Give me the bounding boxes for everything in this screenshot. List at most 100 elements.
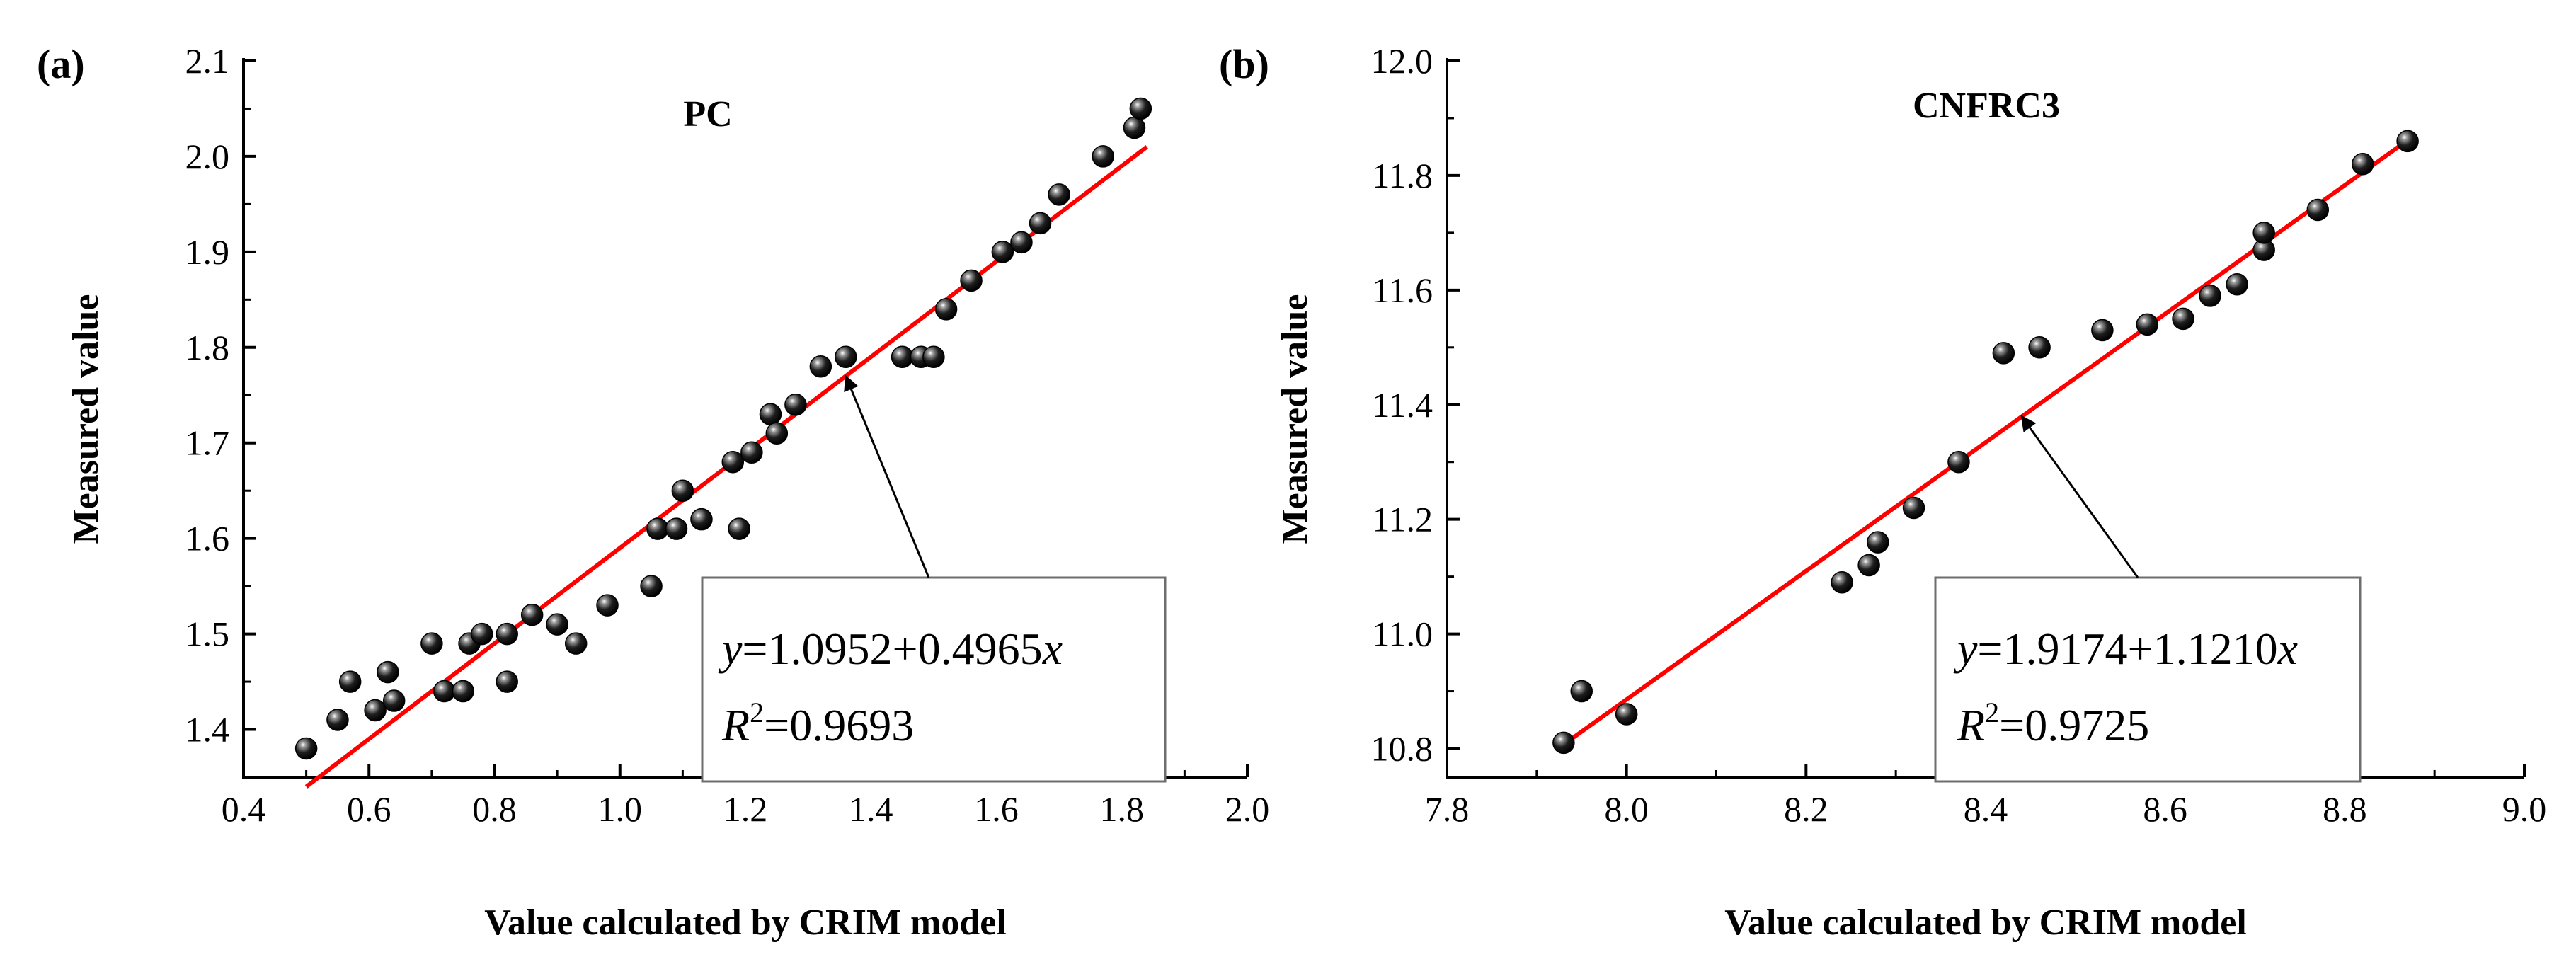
- x-tick-label: 0.8: [472, 789, 517, 829]
- x-tick-label: 0.4: [222, 789, 266, 829]
- equation-box: [701, 576, 1167, 783]
- data-point: [922, 345, 945, 369]
- data-point: [665, 517, 688, 540]
- x-tick-label: 8.8: [2323, 789, 2367, 829]
- x-tick-label: 8.2: [1784, 789, 1828, 829]
- data-point: [646, 517, 669, 540]
- fit-equation: y=1.9174+1.1210x: [1953, 624, 2298, 674]
- x-tick-label: 1.2: [723, 789, 768, 829]
- equation-box: [1934, 576, 2362, 783]
- data-point: [1992, 342, 2015, 365]
- chart-title: CNFRC3: [1913, 86, 2060, 126]
- x-tick-label: 1.0: [598, 789, 643, 829]
- y-tick-label: 12.0: [1371, 41, 1433, 81]
- panel-label: (b): [1219, 41, 1269, 87]
- r2-value: =0.9725: [1999, 700, 2149, 750]
- data-point: [835, 345, 857, 369]
- y-tick-label: 11.0: [1372, 614, 1433, 654]
- y-tick-label: 1.4: [185, 710, 230, 750]
- data-point: [759, 403, 782, 426]
- data-point: [2136, 313, 2159, 336]
- data-point: [721, 450, 745, 474]
- data-point: [377, 660, 399, 684]
- data-point: [765, 422, 789, 445]
- data-point: [2351, 152, 2374, 176]
- data-point: [433, 680, 456, 703]
- data-point: [364, 699, 387, 722]
- y-tick-label: 10.8: [1371, 729, 1433, 769]
- y-tick-label: 11.4: [1372, 385, 1433, 425]
- data-point: [640, 575, 663, 597]
- data-point: [784, 394, 807, 416]
- y-tick-label: 11.6: [1372, 270, 1433, 310]
- data-point: [471, 622, 493, 646]
- y-axis-title: Measured value: [1275, 294, 1315, 544]
- y-tick-label: 1.6: [185, 519, 230, 558]
- data-point: [891, 345, 914, 369]
- data-point: [564, 632, 588, 655]
- annotation-arrow: [844, 374, 930, 578]
- eq-x-var: x: [1042, 624, 1063, 674]
- data-point: [2199, 285, 2221, 307]
- data-point: [740, 441, 763, 464]
- x-tick-label: 9.0: [2502, 789, 2547, 829]
- data-point: [1552, 731, 1575, 755]
- y-axis-title: Measured value: [66, 294, 106, 544]
- data-point: [2226, 273, 2248, 296]
- data-point: [2091, 319, 2114, 342]
- data-point: [452, 680, 474, 703]
- data-point: [1902, 496, 1925, 520]
- y-tick-label: 11.8: [1372, 156, 1433, 195]
- eq-x-var: x: [2277, 624, 2298, 674]
- x-tick-label: 8.4: [1964, 789, 2008, 829]
- x-tick-label: 2.0: [1225, 789, 1270, 829]
- data-point: [728, 517, 750, 540]
- data-point: [1048, 183, 1070, 206]
- data-point: [1947, 450, 1970, 474]
- data-point: [1867, 531, 1889, 554]
- data-point: [596, 594, 619, 617]
- r2-superscript: 2: [750, 696, 764, 728]
- r2-superscript: 2: [1985, 696, 1999, 728]
- x-tick-label: 7.8: [1425, 789, 1470, 829]
- data-point: [1029, 212, 1052, 235]
- data-point: [382, 689, 406, 712]
- x-tick-label: 8.6: [2143, 789, 2187, 829]
- x-tick-label: 0.6: [347, 789, 391, 829]
- data-point: [546, 613, 568, 636]
- data-point: [934, 298, 958, 321]
- data-point: [326, 709, 349, 731]
- data-point: [1857, 554, 1880, 577]
- data-point: [2396, 130, 2419, 153]
- data-point: [496, 622, 518, 646]
- data-point: [1570, 680, 1593, 703]
- eq-body: =1.9174+1.1210: [1977, 624, 2277, 674]
- data-point: [338, 670, 362, 693]
- fit-equation: y=1.0952+0.4965x: [718, 624, 1063, 674]
- y-tick-label: 2.0: [185, 137, 230, 176]
- annotation-arrow: [2020, 415, 2139, 578]
- y-tick-label: 1.5: [185, 614, 230, 654]
- y-tick-label: 2.1: [185, 41, 230, 81]
- data-point: [420, 632, 443, 655]
- eq-y-var: y: [1953, 624, 1978, 674]
- x-tick-label: 8.0: [1604, 789, 1649, 829]
- data-point: [1129, 97, 1152, 120]
- data-point: [1092, 145, 1114, 168]
- data-point: [671, 479, 694, 502]
- y-tick-label: 1.8: [185, 328, 230, 367]
- r-squared: R2=0.9693: [721, 696, 914, 750]
- data-point: [2252, 222, 2275, 244]
- data-point: [1831, 570, 1853, 594]
- chart-title: PC: [683, 94, 732, 134]
- data-point: [991, 241, 1014, 263]
- eq-y-var: y: [718, 624, 743, 674]
- data-point: [1615, 703, 1638, 726]
- data-point: [809, 355, 832, 378]
- panel-a: 0.4 0.6 0.8 1.0 1.2 1.4 1.6 1.8 2.0 1.4 1.5 1.6 1.7 1…: [37, 41, 1269, 943]
- r-squared: R2=0.9725: [1957, 696, 2149, 750]
- r2-value: =0.9693: [764, 700, 914, 750]
- data-point: [496, 670, 518, 693]
- data-point: [294, 737, 318, 760]
